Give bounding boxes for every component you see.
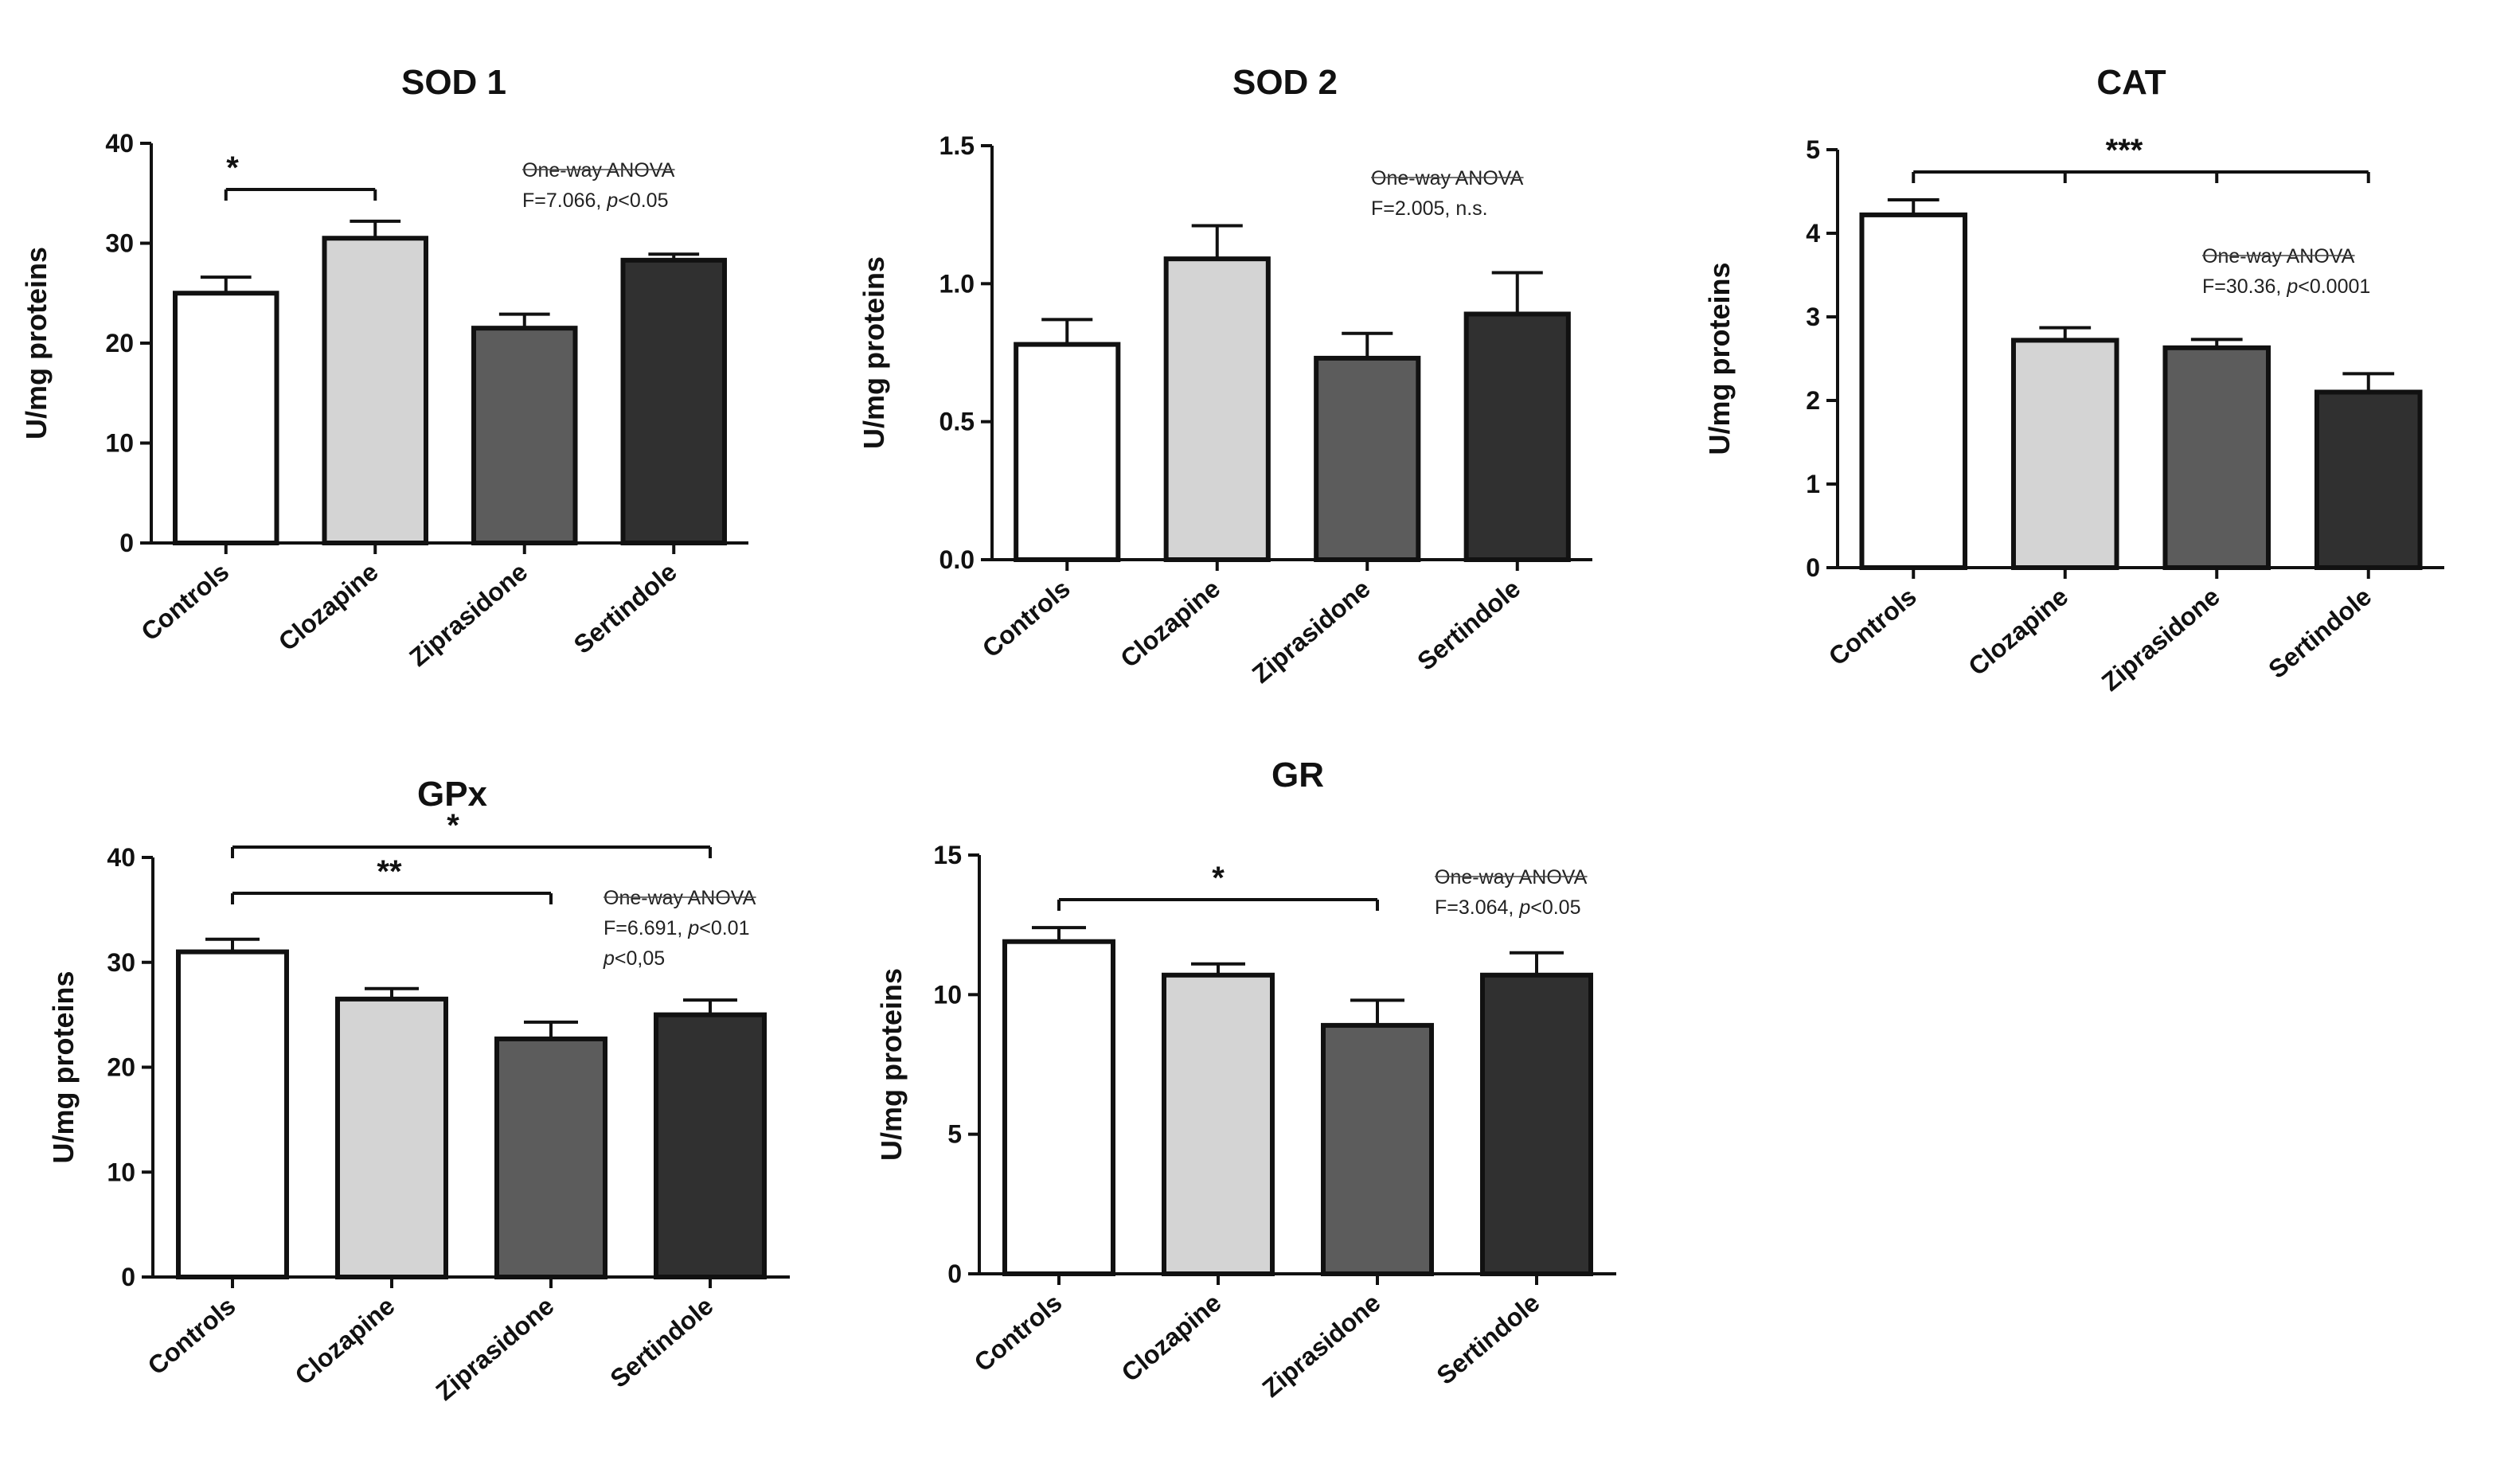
significance-bracket: ** [231,854,553,904]
significance-label: ** [377,854,402,889]
anova-statistic: F=3.064, p<0.05 [1435,896,1581,919]
bar-clozapine [335,996,448,1280]
significance-label: * [1212,861,1225,896]
bar-controls [1014,342,1121,562]
bar-clozapine [2010,338,2119,570]
anova-heading: One-way ANOVA [2202,245,2355,268]
anova-annotation: One-way ANOVA F=2.005, n.s. [1371,167,1524,220]
bar-clozapine [1162,972,1275,1276]
anova-p-symbol: p [606,189,618,212]
y-tick-label: 2 [1806,386,1820,415]
significance-bracket: * [231,808,712,858]
y-tick-label: 10 [933,980,962,1009]
y-tick-label: 1 [1806,470,1820,498]
anova-heading: One-way ANOVA [522,159,675,182]
bar-sertindole [1480,972,1593,1276]
anova-p-symbol: p [2286,275,2298,298]
significance-label: *** [2106,133,2143,168]
bar-controls [1859,212,1968,570]
y-tick-label: 40 [107,843,135,872]
y-tick-label: 30 [107,948,135,977]
anova-statistic: F=30.36, p<0.0001 [2202,275,2370,298]
bar-ziprasidone [1321,1022,1434,1276]
anova-f-value: F=7.066, [522,189,607,212]
y-tick-label: 0 [121,1263,135,1291]
y-tick-label: 30 [105,229,134,258]
bar-controls [176,949,289,1279]
y-tick-label: 20 [105,329,134,357]
y-tick-label: 5 [947,1120,962,1149]
bar-ziprasidone [1314,355,1421,562]
anova-statistic: F=6.691, p<0.01 [604,917,750,939]
anova-p-value: <0.0001 [2298,275,2370,298]
significance-bracket: * [1057,861,1379,911]
y-tick-label: 0 [119,529,134,557]
bar-clozapine [322,236,428,545]
anova-statistic: F=2.005, n.s. [1371,197,1488,220]
significance-bracket: * [224,150,377,201]
anova-annotation: One-way ANOVA F=30.36, p<0.0001 [2202,245,2370,298]
anova-f-value: F=30.36, [2202,275,2287,298]
chart-title: CAT [2096,63,2166,102]
chart-title: SOD 1 [401,63,506,102]
bar-clozapine [1163,256,1271,562]
anova-p-value: <0.05 [1530,896,1580,919]
anova-statistic: F=7.066, p<0.05 [522,189,669,212]
y-axis-label: U/mg proteins [47,970,80,1163]
significance-label: * [226,150,239,186]
bar-controls [1002,939,1115,1276]
bar-sertindole [1463,311,1571,562]
anova-heading: One-way ANOVA [604,887,756,909]
y-tick-label: 0.5 [939,408,975,436]
y-axis-label: U/mg proteins [875,968,908,1161]
y-tick-label: 20 [107,1053,135,1082]
bar-sertindole [654,1012,767,1279]
anova-heading: One-way ANOVA [1435,866,1588,888]
y-tick-label: 1.0 [939,269,975,298]
y-tick-label: 3 [1806,303,1820,331]
anova-posthoc: p<0,05 [603,947,665,970]
y-tick-label: 10 [105,429,134,458]
anova-annotation: One-way ANOVA F=3.064, p<0.05 [1435,866,1588,919]
anova-p-value: <0,05 [615,947,665,970]
chart-title: GPx [417,775,488,814]
significance-label: * [447,808,459,843]
y-tick-label: 15 [933,841,962,869]
bar-ziprasidone [471,326,578,545]
anova-f-value: F=2.005, n.s. [1371,197,1488,220]
y-tick-label: 0 [1806,553,1820,582]
bar-ziprasidone [494,1036,607,1279]
anova-f-value: F=6.691, [604,917,688,939]
significance-bracket: *** [1912,133,2370,183]
y-axis-label: U/mg proteins [1703,262,1736,455]
bar-controls [173,291,279,545]
y-tick-label: 5 [1806,135,1820,164]
anova-f-value: F=3.064, [1435,896,1519,919]
y-tick-label: 1.5 [939,131,975,160]
y-tick-label: 10 [107,1158,135,1186]
anova-p-symbol: p [687,917,699,939]
y-axis-label: U/mg proteins [20,247,53,439]
anova-p-symbol: p [1518,896,1530,919]
anova-p-value: <0.01 [699,917,749,939]
bar-sertindole [2314,389,2423,570]
bar-ziprasidone [2162,345,2271,570]
bar-sertindole [620,257,727,545]
y-tick-label: 4 [1806,219,1820,248]
anova-p-symbol: p [603,947,615,970]
y-tick-label: 0 [947,1259,962,1288]
chart-title: SOD 2 [1232,63,1338,102]
anova-p-value: <0.05 [618,189,668,212]
y-tick-label: 0.0 [939,545,975,574]
y-axis-label: U/mg proteins [857,256,890,449]
anova-heading: One-way ANOVA [1371,167,1524,189]
y-tick-label: 40 [105,129,134,158]
chart-title: GR [1271,756,1324,795]
anova-annotation: One-way ANOVA F=7.066, p<0.05 [522,159,675,212]
